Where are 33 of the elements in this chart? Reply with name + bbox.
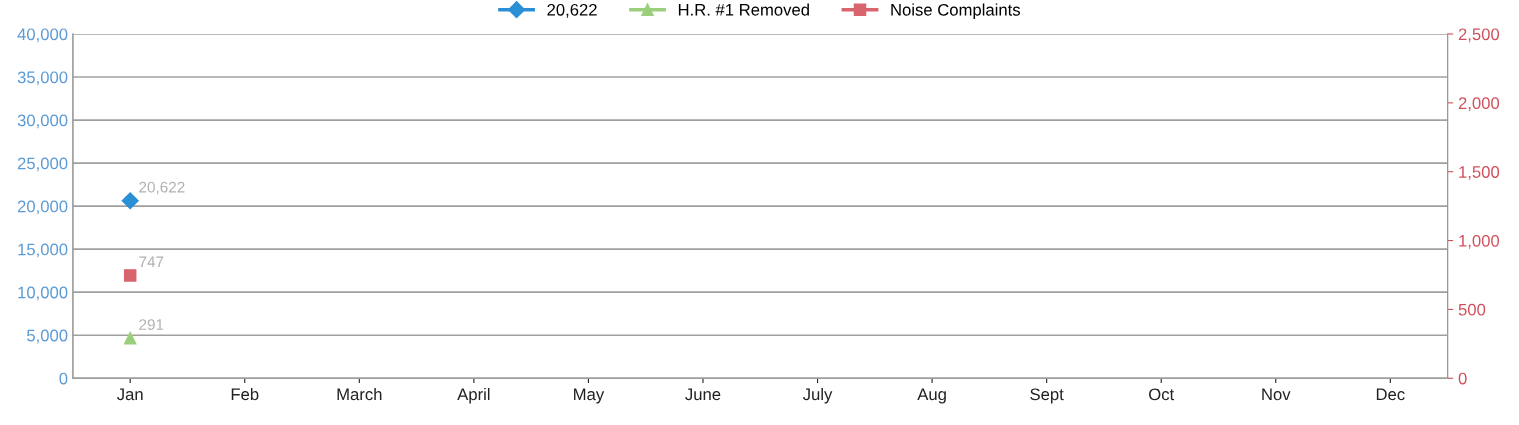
x-tick-label: April [457, 387, 490, 404]
x-tick-label: Aug [917, 388, 946, 404]
x-tick-label: May [574, 388, 605, 404]
y-tick-label: 40,000 [17, 28, 68, 43]
y2-tick-label: 2,500 [1458, 28, 1500, 43]
y-tick-label: 10,000 [18, 286, 68, 301]
y2-tick-label: 2,000 [1458, 97, 1500, 112]
y-tick-label: 5,000 [27, 329, 68, 344]
data-label: 747 [139, 256, 164, 268]
x-tick-label: July [802, 387, 833, 404]
y-tick-label: 25,000 [17, 157, 68, 172]
y-tick-label: 20,000 [17, 200, 68, 215]
y2-tick-label: 500 [1458, 303, 1486, 316]
y-tick-label: 35,000 [17, 71, 68, 86]
x-tick-label: Dec [1376, 388, 1405, 401]
legend-label: Noise Complaints [891, 3, 1021, 19]
x-tick-label: June [685, 388, 721, 401]
x-tick-label: Feb [231, 387, 259, 401]
data-label: 20,622 [139, 181, 185, 195]
y-tick-label: 30,000 [17, 114, 68, 129]
y2-tick-label: 1,000 [1459, 234, 1500, 249]
y2-tick-label: 1,500 [1459, 166, 1500, 180]
x-tick-label: Jan [117, 388, 143, 401]
x-tick-label: Sept [1030, 388, 1064, 404]
y-tick-label: 15,000 [18, 243, 68, 258]
legend-label: H.R. #1 Removed [678, 3, 809, 16]
y-tick-label: 0 [59, 372, 68, 385]
x-tick-label: Oct [1149, 388, 1175, 401]
x-tick-label: Nov [1262, 388, 1291, 401]
y2-tick-label: 0 [1458, 372, 1467, 385]
legend-label: 20,622 [547, 3, 597, 18]
x-tick-label: March [337, 387, 382, 401]
data-label: 291 [139, 319, 164, 330]
